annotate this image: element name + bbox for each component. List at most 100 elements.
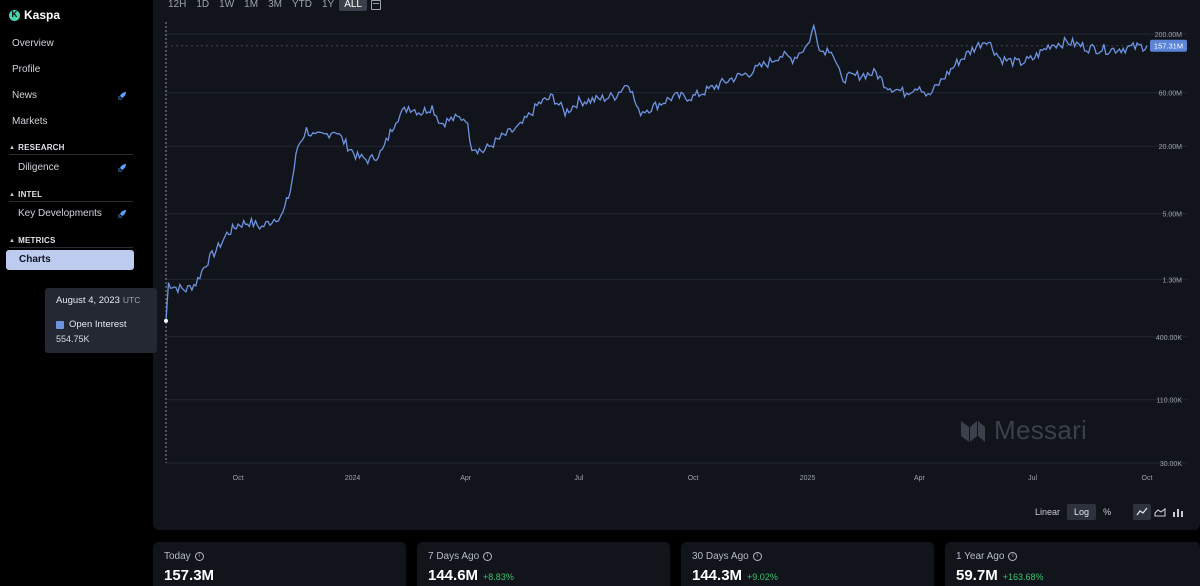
sidebar-item-news[interactable]: News (12, 90, 38, 101)
series-line (165, 23, 1148, 321)
caret-up-icon: ▲ (9, 191, 16, 198)
scale-toggle: Linear Log % (1028, 504, 1118, 520)
x-tick-label: Oct (688, 475, 699, 482)
sidebar-item-key-developments[interactable]: Key Developments (18, 208, 102, 219)
chart-card (153, 0, 1200, 530)
series-swatch (56, 321, 64, 329)
timeframe-selector: 12H 1D 1W 1M 3M YTD 1Y ALL (163, 0, 381, 11)
y-tick-label: 20.00M (1159, 144, 1183, 151)
chart-tooltip: August 4, 2023 UTC Open Interest 554.75K (45, 288, 157, 353)
x-tick-label: Jul (1028, 475, 1037, 482)
tooltip-series-name: Open Interest (69, 319, 127, 330)
y-tick-label: 400.00K (1156, 335, 1182, 342)
stat-change: +163.68% (1002, 572, 1044, 582)
stat-card-1y: 1 Year Ago i 59.7M +163.68% (945, 542, 1200, 586)
timeframe-1d[interactable]: 1D (196, 0, 210, 10)
line-chart-icon[interactable] (1133, 504, 1151, 520)
y-tick-label: 1.30M (1163, 277, 1183, 284)
sidebar-item-diligence[interactable]: Diligence (18, 162, 60, 173)
chart-type-toggle (1133, 504, 1187, 520)
rocket-icon (117, 209, 127, 219)
x-tick-label: 2025 (800, 475, 816, 482)
tooltip-timezone: UTC (122, 295, 141, 305)
kaspa-logo-icon: K (9, 9, 20, 21)
sidebar-item-charts-label: Charts (19, 254, 51, 265)
timeframe-3m[interactable]: 3M (268, 0, 282, 10)
stat-label: 7 Days Ago (428, 551, 480, 562)
timeframe-1y[interactable]: 1Y (321, 0, 335, 10)
x-tick-label: 2024 (345, 475, 361, 482)
scale-log-button[interactable]: Log (1067, 504, 1097, 520)
section-metrics-label: METRICS (18, 236, 56, 245)
section-metrics[interactable]: ▲ METRICS (9, 236, 56, 245)
sidebar-item-charts[interactable] (6, 250, 134, 270)
stat-label: Today (164, 551, 191, 562)
info-icon[interactable]: i (483, 552, 493, 561)
y-tick-label: 60.00M (1159, 91, 1183, 98)
info-icon[interactable]: i (1008, 552, 1018, 561)
area-chart-icon[interactable] (1151, 504, 1169, 520)
scale-percent-button[interactable]: % (1103, 507, 1112, 517)
watermark-text: Messari (994, 415, 1088, 445)
divider (9, 154, 133, 155)
x-tick-label: Apr (914, 475, 926, 482)
timeframe-1m[interactable]: 1M (244, 0, 259, 10)
timeframe-all[interactable]: ALL (339, 0, 367, 11)
stat-label-row: 7 Days Ago i (428, 551, 493, 562)
section-research[interactable]: ▲ RESEARCH (9, 143, 65, 152)
info-icon[interactable]: i (194, 552, 204, 561)
current-value-badge (1150, 39, 1187, 52)
section-intel-label: INTEL (18, 190, 43, 199)
tooltip-date: August 4, 2023 (56, 295, 120, 306)
y-tick-label: 110.00K (1156, 398, 1182, 405)
rocket-icon (117, 163, 127, 173)
section-research-label: RESEARCH (18, 143, 65, 152)
stat-card-today: Today i 157.3M (153, 542, 406, 586)
calendar-icon[interactable] (371, 0, 381, 10)
watermark: Messari (960, 415, 1087, 446)
stat-card-30d: 30 Days Ago i 144.3M +9.02% (681, 542, 934, 586)
scale-linear-button[interactable]: Linear (1035, 507, 1061, 517)
sidebar-item-markets[interactable]: Markets (12, 116, 48, 127)
x-tick-label: Jul (574, 475, 583, 482)
stat-value: 144.6M (428, 567, 479, 584)
hover-point (164, 318, 168, 323)
stat-value-row: 157.3M (164, 567, 214, 584)
current-value-label: 157.31M (1154, 42, 1183, 51)
sidebar-item-overview[interactable]: Overview (12, 38, 54, 49)
stat-card-7d: 7 Days Ago i 144.6M +8.83% (417, 542, 670, 586)
stat-value-row: 144.3M +9.02% (692, 567, 778, 584)
sidebar-item-profile[interactable]: Profile (12, 64, 41, 75)
timeframe-12h[interactable]: 12H (168, 0, 187, 10)
caret-up-icon: ▲ (9, 144, 16, 151)
bar-chart-icon[interactable] (1169, 504, 1187, 520)
stat-label-row: Today i (164, 551, 204, 562)
stat-label-row: 1 Year Ago i (956, 551, 1018, 562)
divider (9, 201, 133, 202)
info-icon[interactable]: i (752, 552, 762, 561)
timeframe-1w[interactable]: 1W (219, 0, 235, 10)
y-tick-label: 200.00M (1155, 32, 1182, 39)
x-tick-label: Oct (233, 475, 244, 482)
y-tick-label: 30.00K (1160, 461, 1183, 468)
brand[interactable]: K Kaspa (9, 8, 60, 22)
tooltip-value: 554.75K (56, 334, 90, 344)
stat-label-row: 30 Days Ago i (692, 551, 762, 562)
brand-name: Kaspa (24, 8, 61, 22)
stat-value: 144.3M (692, 567, 743, 584)
timeframe-ytd[interactable]: YTD (291, 0, 312, 10)
x-tick-label: Oct (1142, 475, 1153, 482)
section-intel[interactable]: ▲ INTEL (9, 190, 42, 199)
tooltip-date-row: August 4, 2023 UTC (56, 295, 140, 306)
stat-value: 157.3M (164, 567, 215, 584)
stat-value-row: 144.6M +8.83% (428, 567, 514, 584)
stat-label: 1 Year Ago (956, 551, 1005, 562)
x-tick-label: Apr (460, 475, 472, 482)
stat-value-row: 59.7M +163.68% (956, 567, 1044, 584)
stat-change: +8.83% (483, 572, 514, 582)
y-tick-label: 5.00M (1163, 212, 1183, 219)
stat-value: 59.7M (956, 567, 998, 584)
rocket-icon (117, 91, 127, 101)
stat-change: +9.02% (747, 572, 778, 582)
